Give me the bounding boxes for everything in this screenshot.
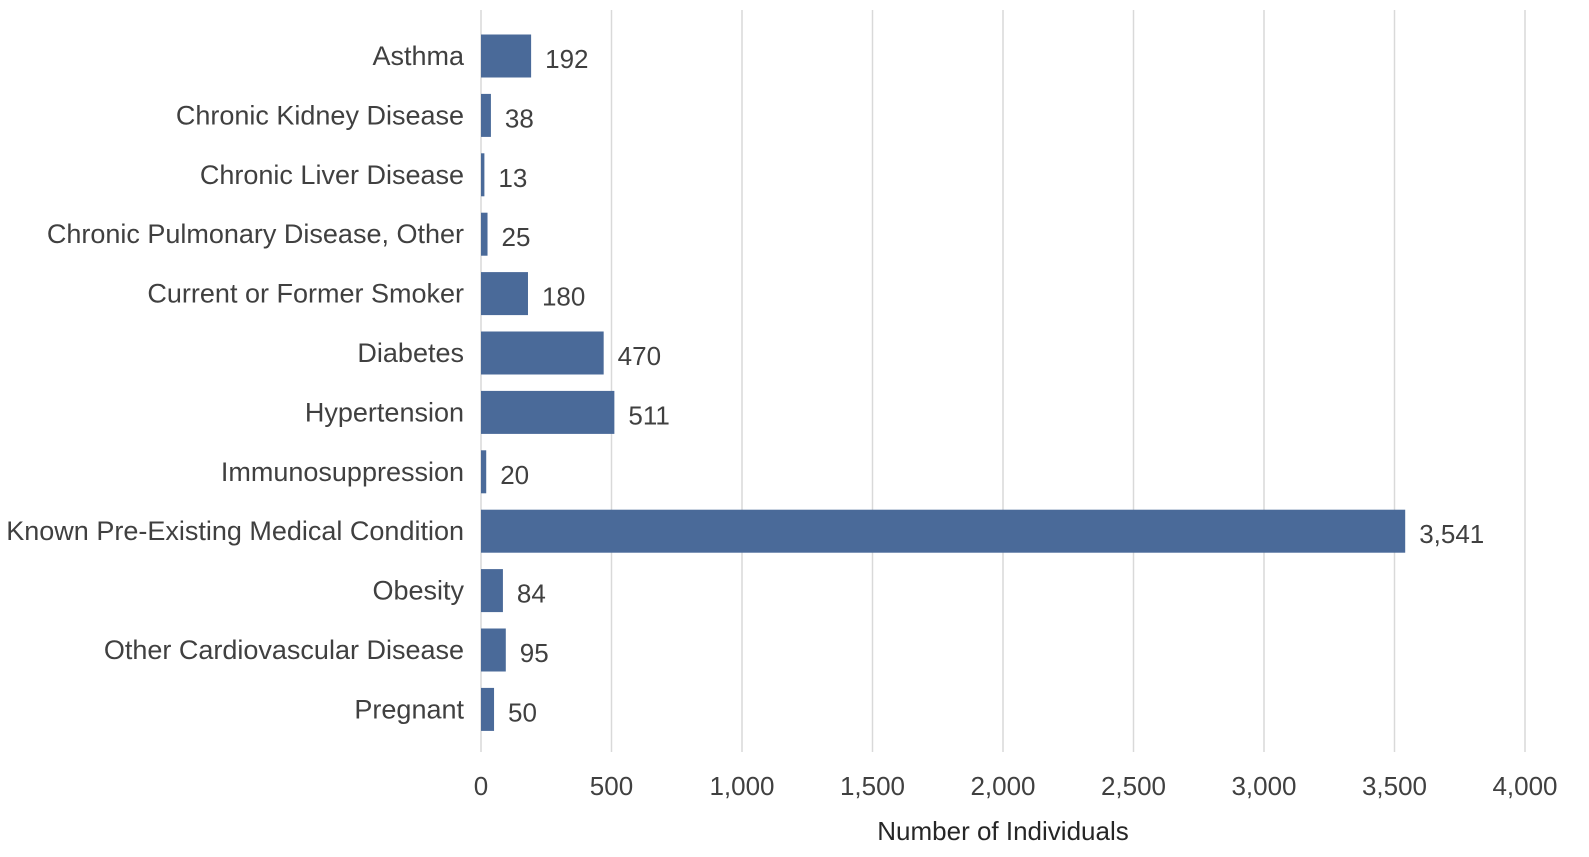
x-tick-label: 0 [474, 771, 488, 801]
data-label: 25 [502, 222, 531, 252]
x-tick-label: 3,500 [1362, 771, 1427, 801]
bar [481, 509, 1406, 553]
x-tick-label: 500 [590, 771, 633, 801]
data-label: 180 [542, 282, 585, 312]
data-label: 38 [505, 103, 534, 133]
category-label: Chronic Liver Disease [200, 160, 464, 190]
category-label: Obesity [372, 576, 464, 606]
data-label: 50 [508, 697, 537, 727]
bar [481, 331, 604, 375]
category-label: Hypertension [305, 397, 464, 427]
bar [481, 569, 503, 613]
gridlines [480, 10, 1526, 752]
x-tick-label: 3,000 [1231, 771, 1296, 801]
x-tick-label: 1,000 [709, 771, 774, 801]
category-label: No Known Pre-Existing Medical Condition [0, 516, 464, 546]
bar [481, 272, 528, 316]
category-label: Diabetes [357, 338, 464, 368]
x-axis-title: Number of Individuals [877, 816, 1128, 846]
data-label: 95 [520, 638, 549, 668]
data-label: 470 [618, 341, 661, 371]
category-labels: Asthma Chronic Kidney Disease Chronic Live… [0, 41, 465, 724]
category-label: Current or Former Smoker [147, 279, 464, 309]
bar [481, 390, 615, 434]
category-label: Immunosuppression [221, 457, 464, 487]
bar [481, 212, 488, 256]
bar [481, 93, 491, 137]
category-label: Chronic Pulmonary Disease, Other [47, 219, 464, 249]
bar [481, 450, 487, 494]
bar [481, 628, 506, 672]
bar [481, 687, 495, 731]
x-tick-label: 4,000 [1492, 771, 1557, 801]
category-label: Chronic Kidney Disease [176, 100, 464, 130]
x-tick-label: 1,500 [840, 771, 905, 801]
bar [481, 34, 532, 78]
x-tick-label: 2,000 [970, 771, 1035, 801]
data-label: 20 [500, 460, 529, 490]
data-label: 192 [545, 44, 588, 74]
data-label: 3,541 [1419, 519, 1484, 549]
bars [481, 34, 1406, 731]
data-label: 13 [498, 163, 527, 193]
x-tick-labels: 0 500 1,000 1,500 2,000 2,500 3,000 3,500 4,000 [474, 771, 1558, 801]
x-tick-label: 2,500 [1101, 771, 1166, 801]
bar [481, 153, 485, 197]
category-label: Pregnant [354, 694, 464, 724]
data-label: 84 [517, 579, 546, 609]
category-label: Asthma [372, 41, 465, 71]
value-labels: 192 38 13 25 180 470 511 20 3,541 84 95 50 [498, 44, 1484, 727]
data-label: 511 [628, 400, 669, 430]
category-label: Other Cardiovascular Disease [104, 635, 464, 665]
